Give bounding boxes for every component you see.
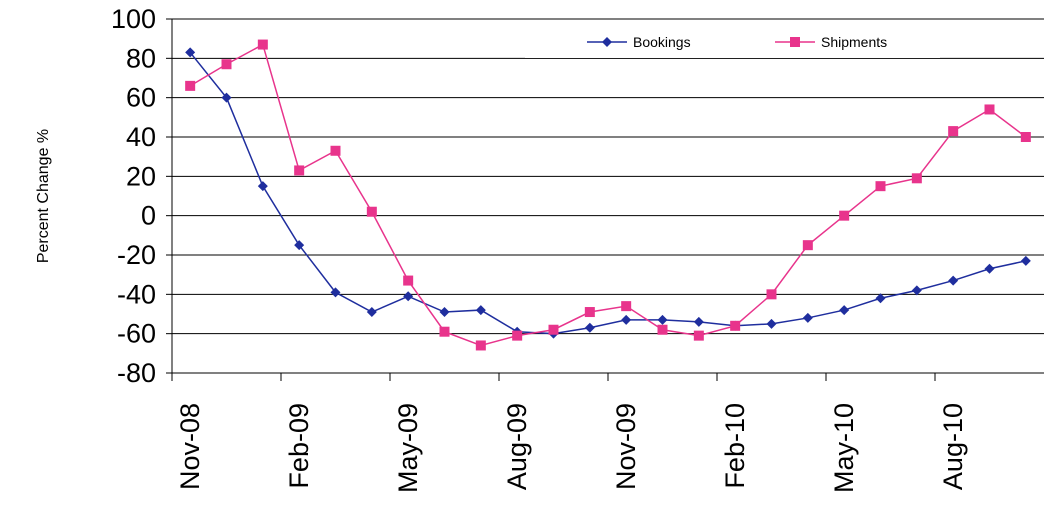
data-point (839, 210, 850, 221)
legend-label: Bookings (633, 34, 691, 50)
data-point (403, 275, 414, 286)
series-line-bookings (189, 51, 1026, 335)
data-point (948, 126, 959, 137)
y-axis-label: Percent Change % (35, 129, 52, 263)
data-point (330, 287, 341, 298)
x-tick-label: Nov-09 (611, 403, 641, 490)
y-tick-label: 80 (126, 43, 156, 73)
data-point (366, 206, 377, 217)
data-point (730, 320, 741, 331)
legend-item-bookings: Bookings (587, 34, 691, 50)
x-tick-label: Aug-10 (938, 403, 968, 490)
y-tick-label: -20 (117, 240, 156, 270)
data-point (766, 318, 777, 329)
x-tick-label: May-09 (393, 403, 423, 493)
data-point (621, 301, 632, 312)
data-point (875, 293, 886, 304)
series-line-shipments (189, 43, 1027, 347)
data-point (221, 59, 232, 70)
data-point (875, 181, 886, 192)
data-point (657, 314, 668, 325)
data-point (257, 181, 268, 192)
data-point (475, 340, 486, 351)
data-point (948, 275, 959, 286)
data-point (512, 330, 523, 341)
data-point (911, 173, 922, 184)
x-tick-label: Aug-09 (502, 403, 532, 490)
data-point (257, 39, 268, 50)
data-point (439, 307, 450, 318)
x-tick-label: May-10 (829, 403, 859, 493)
data-point (839, 305, 850, 316)
legend-box (525, 24, 940, 58)
data-point (1020, 132, 1031, 142)
series-group (185, 39, 1031, 351)
data-point (802, 240, 813, 251)
data-point (330, 145, 341, 156)
legend: Bookings Shipments (525, 24, 940, 58)
y-tick-label: 60 (126, 83, 156, 113)
data-point (294, 240, 305, 251)
data-point (693, 316, 704, 327)
legend-marker (602, 37, 612, 47)
data-point (439, 326, 450, 337)
data-point (657, 324, 668, 335)
y-tick-label: 0 (141, 201, 156, 231)
y-tick-label: 20 (126, 161, 156, 191)
data-point (403, 291, 414, 302)
data-point (984, 263, 995, 274)
legend-item-shipments: Shipments (775, 34, 887, 50)
axes (166, 18, 1044, 381)
y-tick-labels: 100 80 60 40 20 0 -20 -40 -60 -80 (111, 4, 156, 388)
data-point (621, 314, 632, 325)
y-tick-label: 40 (126, 122, 156, 152)
data-point (366, 307, 377, 318)
data-point (185, 47, 196, 58)
legend-marker (790, 37, 800, 47)
series-shipments (185, 39, 1031, 351)
y-tick-label: -60 (117, 319, 156, 349)
data-point (294, 165, 305, 176)
y-tick-label: 100 (111, 4, 156, 34)
gridlines (172, 18, 1044, 374)
x-tick-label: Feb-10 (720, 403, 750, 489)
data-point (693, 330, 704, 341)
data-point (802, 312, 813, 323)
data-point (475, 305, 486, 316)
data-point (984, 104, 995, 115)
data-point (1020, 255, 1031, 266)
x-tick-labels: Nov-08 Feb-09 May-09 Aug-09 Nov-09 Feb-10 May-… (175, 403, 968, 493)
data-point (584, 322, 595, 333)
data-point (584, 307, 595, 318)
data-point (185, 80, 196, 91)
data-point (766, 289, 777, 300)
data-point (221, 92, 232, 103)
y-tick-label: -40 (117, 279, 156, 309)
y-tick-label: -80 (117, 358, 156, 388)
x-tick-label: Nov-08 (175, 403, 205, 490)
x-tick-label: Feb-09 (284, 403, 314, 489)
series-bookings (185, 47, 1031, 339)
data-point (548, 324, 559, 335)
legend-label: Shipments (821, 34, 887, 50)
data-point (911, 285, 922, 296)
